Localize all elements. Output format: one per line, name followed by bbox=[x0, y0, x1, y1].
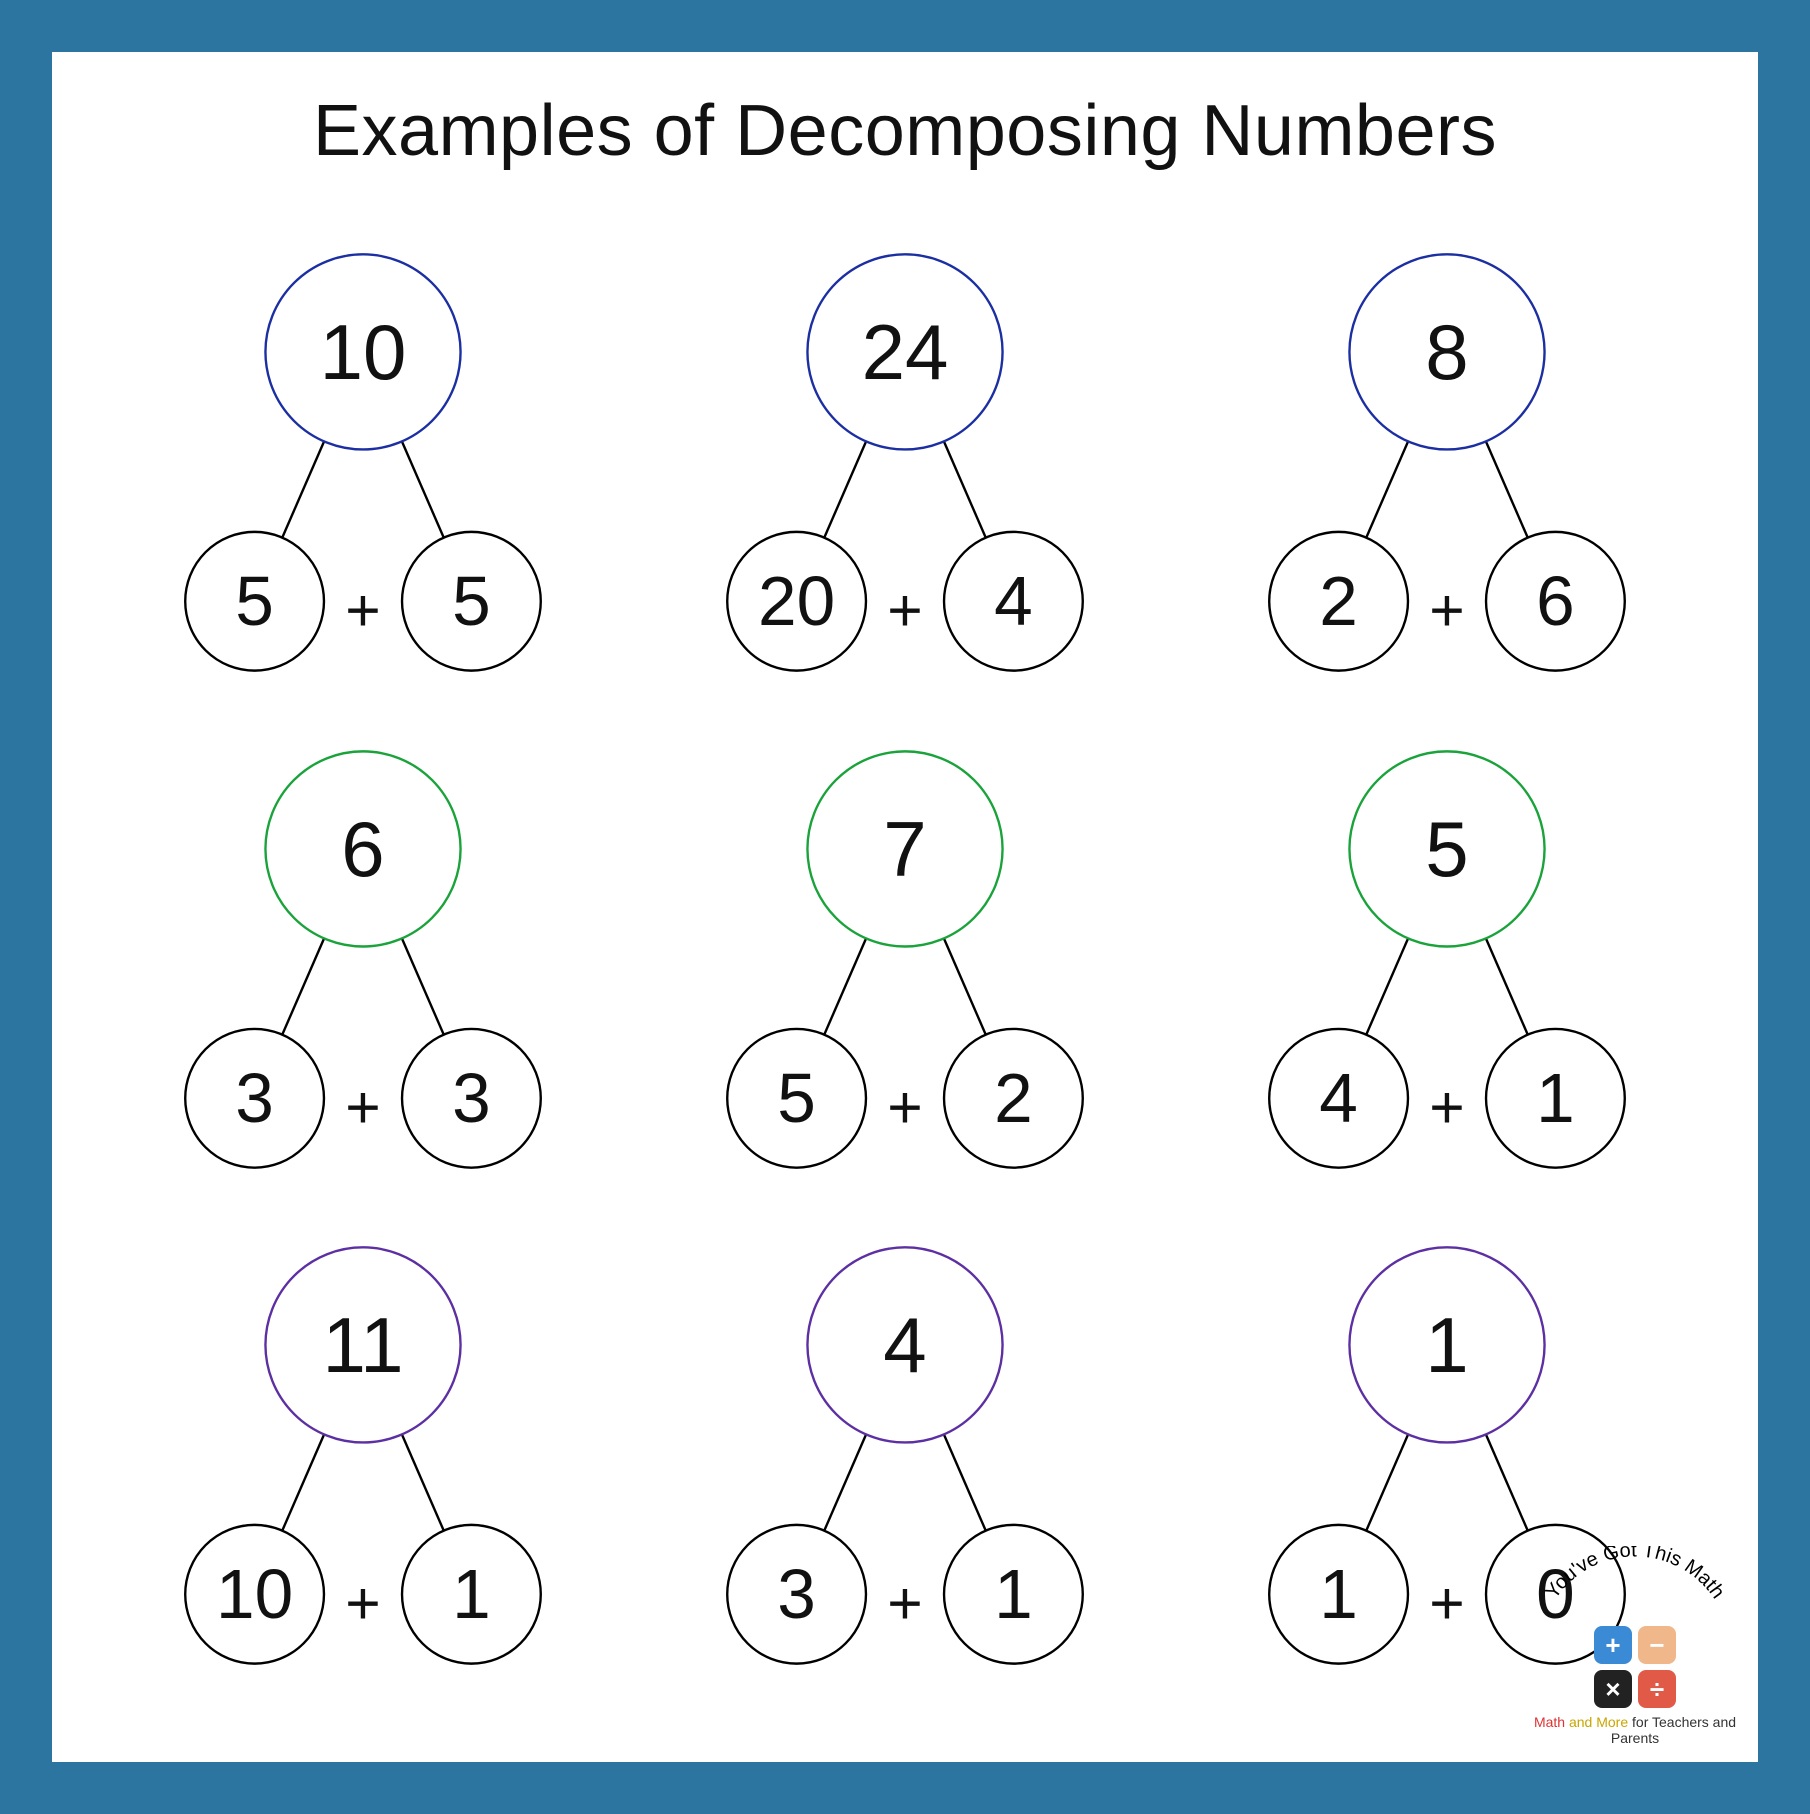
svg-text:You've Got This Math: You've Got This Math bbox=[1541, 1546, 1728, 1603]
cell-0-1: 24 20 4 + bbox=[634, 212, 1176, 709]
operator-plus: + bbox=[345, 1073, 380, 1141]
connector-line bbox=[282, 938, 324, 1034]
brand-subtitle: Math and More for Teachers and Parents bbox=[1530, 1714, 1740, 1746]
part-left-number: 3 bbox=[777, 1556, 816, 1634]
divide-icon: ÷ bbox=[1638, 1670, 1676, 1708]
operator-plus: + bbox=[1429, 1073, 1464, 1141]
part-left-number: 4 bbox=[1319, 1059, 1358, 1137]
whole-number: 24 bbox=[862, 308, 949, 396]
connector-line bbox=[824, 441, 866, 537]
cell-2-0: 11 10 1 + bbox=[92, 1205, 634, 1702]
operator-plus: + bbox=[887, 1569, 922, 1637]
connector-line bbox=[1486, 441, 1528, 537]
connector-line bbox=[402, 938, 444, 1034]
part-right-number: 6 bbox=[1536, 562, 1575, 640]
page: Examples of Decomposing Numbers 1055+ 24… bbox=[52, 52, 1758, 1762]
whole-number: 6 bbox=[341, 805, 384, 893]
part-right-number: 4 bbox=[994, 562, 1033, 640]
brand-sub-math: Math bbox=[1534, 1714, 1565, 1730]
cell-1-0: 6 3 3 + bbox=[92, 709, 634, 1206]
number-bond: 8 2 6 + bbox=[1176, 212, 1718, 709]
part-right-number: 5 bbox=[452, 562, 491, 640]
page-title: Examples of Decomposing Numbers bbox=[313, 90, 1497, 172]
whole-number: 7 bbox=[883, 805, 926, 893]
cell-2-1: 4 3 1 + bbox=[634, 1205, 1176, 1702]
cell-1-2: 5 4 1 + bbox=[1176, 709, 1718, 1206]
part-left-number: 20 bbox=[758, 562, 835, 640]
connector-line bbox=[1366, 938, 1408, 1034]
number-bond: 10 5 5 + bbox=[92, 212, 634, 709]
connector-line bbox=[1486, 938, 1528, 1034]
number-bond: 6 3 3 + bbox=[92, 709, 634, 1206]
whole-number: 5 bbox=[1425, 805, 1468, 893]
number-bond: 5 4 1 + bbox=[1176, 709, 1718, 1206]
minus-icon: − bbox=[1638, 1626, 1676, 1664]
outer-frame: Examples of Decomposing Numbers 1055+ 24… bbox=[0, 0, 1810, 1814]
part-left-number: 10 bbox=[216, 1556, 293, 1634]
times-icon: × bbox=[1594, 1670, 1632, 1708]
part-left-number: 1 bbox=[1319, 1556, 1358, 1634]
cell-0-0: 10 5 5 + bbox=[92, 212, 634, 709]
operator-plus: + bbox=[1429, 576, 1464, 644]
number-bond: 4 3 1 + bbox=[634, 1205, 1176, 1702]
brand-logo: You've Got This Math + − × ÷ Math and Mo… bbox=[1530, 1546, 1740, 1746]
connector-line bbox=[944, 441, 986, 537]
number-bond: 11 10 1 + bbox=[92, 1205, 634, 1702]
whole-number: 4 bbox=[883, 1301, 926, 1389]
operator-plus: + bbox=[887, 576, 922, 644]
connector-line bbox=[944, 938, 986, 1034]
brand-arc-label: You've Got This Math bbox=[1541, 1546, 1728, 1603]
diagram-grid: 1055+ 24204+ 826+ 633+ 752+ 541+ 11101+ … bbox=[52, 172, 1758, 1762]
plus-icon: + bbox=[1594, 1626, 1632, 1664]
number-bond: 24 20 4 + bbox=[634, 212, 1176, 709]
part-left-number: 3 bbox=[235, 1059, 274, 1137]
connector-line bbox=[1486, 1435, 1528, 1531]
whole-number: 10 bbox=[320, 308, 407, 396]
part-left-number: 5 bbox=[235, 562, 274, 640]
connector-line bbox=[824, 938, 866, 1034]
brand-sub-mid: and More bbox=[1565, 1714, 1632, 1730]
brand-arc-text: You've Got This Math bbox=[1530, 1546, 1740, 1626]
part-right-number: 2 bbox=[994, 1059, 1033, 1137]
connector-line bbox=[282, 1435, 324, 1531]
whole-number: 8 bbox=[1425, 308, 1468, 396]
whole-number: 1 bbox=[1425, 1301, 1468, 1389]
part-left-number: 5 bbox=[777, 1059, 816, 1137]
number-bond: 7 5 2 + bbox=[634, 709, 1176, 1206]
connector-line bbox=[1366, 1435, 1408, 1531]
connector-line bbox=[944, 1435, 986, 1531]
operator-plus: + bbox=[1429, 1569, 1464, 1637]
connector-line bbox=[1366, 441, 1408, 537]
operator-plus: + bbox=[345, 576, 380, 644]
connector-line bbox=[402, 1435, 444, 1531]
part-right-number: 1 bbox=[452, 1556, 491, 1634]
part-right-number: 1 bbox=[1536, 1059, 1575, 1137]
part-right-number: 3 bbox=[452, 1059, 491, 1137]
operator-plus: + bbox=[887, 1073, 922, 1141]
cell-1-1: 7 5 2 + bbox=[634, 709, 1176, 1206]
whole-number: 11 bbox=[322, 1301, 403, 1389]
cell-0-2: 8 2 6 + bbox=[1176, 212, 1718, 709]
connector-line bbox=[402, 441, 444, 537]
brand-icon-grid: + − × ÷ bbox=[1594, 1626, 1676, 1708]
connector-line bbox=[282, 441, 324, 537]
part-right-number: 1 bbox=[994, 1556, 1033, 1634]
part-left-number: 2 bbox=[1319, 562, 1358, 640]
operator-plus: + bbox=[345, 1569, 380, 1637]
connector-line bbox=[824, 1435, 866, 1531]
